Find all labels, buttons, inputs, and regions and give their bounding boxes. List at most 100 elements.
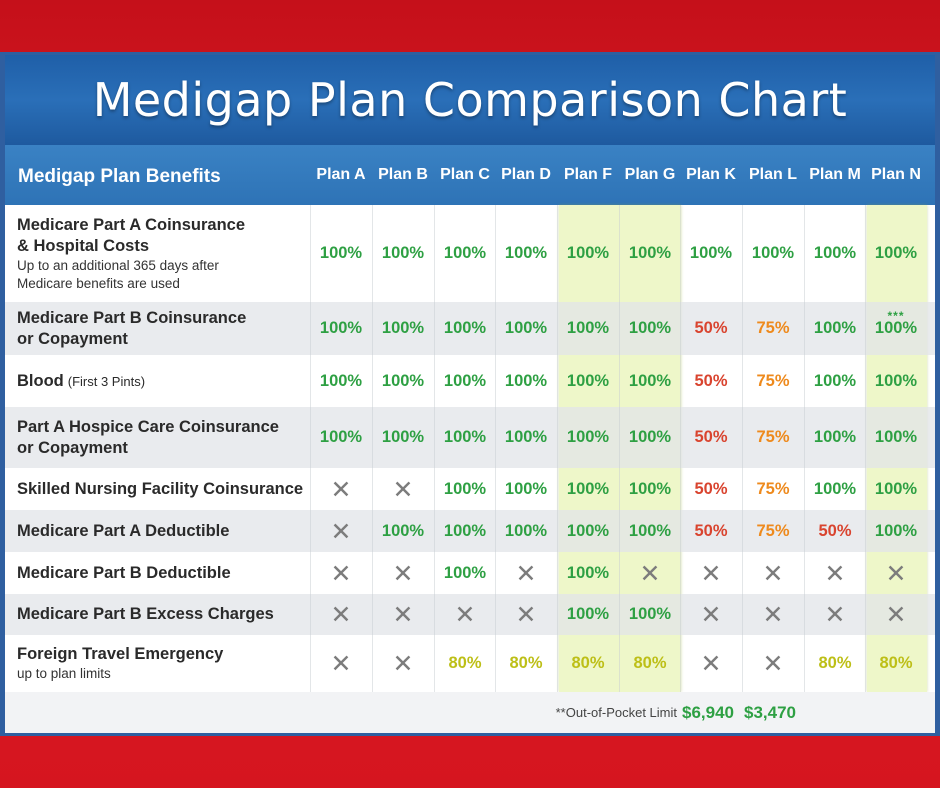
coverage-percent: 100% [566,479,610,498]
coverage-value: 100% [495,205,557,302]
coverage-percent: 80% [633,654,667,672]
table-row: Medicare Part B Coinsurance or Copayment 1… [5,302,935,355]
coverage-percent: 100% [628,428,672,446]
coverage-percent: 100% [443,371,487,390]
plan-header-plan-a: Plan A [316,166,366,183]
benefit-label: Medicare Part B Excess Charges [17,594,274,635]
coverage-percent: 100% [443,563,487,582]
coverage-value: 50% [680,407,742,468]
coverage-value: 100% [434,355,496,407]
benefit-label: Part A Hospice Care Coinsurance or Copaym… [17,407,279,468]
footnote-asterisks: *** [887,309,905,323]
table-row: Medicare Part B Deductible ✕ ✕ 100% ✕ 100% ✕ ✕ ✕… [5,552,935,594]
coverage-percent: 80% [448,654,482,672]
coverage-value: 75% [742,407,804,468]
coverage-value: 100% [495,468,557,510]
out-of-pocket-label: **Out-of-Pocket Limit [555,705,677,720]
x-mark-icon: ✕ [762,600,784,629]
x-mark-icon: ✕ [515,600,537,629]
coverage-value: 100% [310,302,372,355]
table-header: Medigap Plan Benefits Plan A Plan B Plan C… [5,145,935,205]
coverage-value: 100% [434,552,496,594]
coverage-value: 100% [495,510,557,552]
coverage-percent: 100% [504,244,548,262]
table-row: Medicare Part B Excess Charges ✕ ✕ ✕ ✕ 100% 10… [5,594,935,635]
benefit-label: Medicare Part B Coinsurance or Copayment [17,302,246,355]
plan-l-out-of-pocket: $3,470 [744,703,796,722]
plan-header-plan-c: Plan C [440,166,490,183]
x-mark-icon: ✕ [454,600,476,629]
benefit-name-line2: & Hospital Costs [17,236,150,255]
x-mark-icon: ✕ [392,649,414,678]
x-mark-icon: ✕ [762,649,784,678]
coverage-percent: 100% [813,319,857,337]
coverage-value: 100% [495,302,557,355]
chart-card: Medigap Plan Comparison Chart Medigap Pl… [5,55,935,733]
coverage-value: 75% [742,468,804,510]
x-mark-icon: ✕ [330,600,352,629]
coverage-value: 80% [865,635,927,692]
table-row: Medicare Part A Deductible ✕ 100% 100% 100% 1… [5,510,935,552]
x-mark-icon: ✕ [330,516,352,546]
chart-frame: Medigap Plan Comparison Chart Medigap Pl… [0,52,940,736]
x-mark-icon: ✕ [700,649,722,678]
coverage-value: 100% [804,468,866,510]
coverage-value: 100% [372,205,434,302]
coverage-value: 100% [434,468,496,510]
plan-header-plan-g: Plan G [624,166,676,183]
coverage-percent: 100% [813,428,857,446]
coverage-percent: 80% [879,654,913,672]
coverage-value: 100% [619,594,681,635]
coverage-percent: 100% [381,244,425,262]
table-row: Part A Hospice Care Coinsurance or Copaym… [5,407,935,468]
table-footer: **Out-of-Pocket Limit $6,940 $3,470 [5,692,935,733]
coverage-value: 100% [310,407,372,468]
coverage-value: 100% [372,302,434,355]
x-mark-icon: ✕ [885,558,907,588]
coverage-percent: 100% [381,371,425,390]
coverage-value: 100% [557,468,619,510]
coverage-percent: 50% [818,521,852,540]
coverage-percent: 100% [443,479,487,498]
coverage-value: 100% [804,355,866,407]
coverage-percent: 100% [751,244,795,262]
coverage-percent: 100% [566,244,610,262]
x-mark-icon: ✕ [824,558,846,588]
benefit-note: (First 3 Pints) [67,373,146,389]
coverage-percent: 100% [319,319,363,337]
coverage-percent: 75% [756,479,790,498]
coverage-value: 50% [680,302,742,355]
column-divider [434,205,435,692]
coverage-percent: 50% [694,371,728,390]
plan-header-plan-f: Plan F [563,166,612,183]
coverage-percent: 100% [874,428,918,446]
x-mark-icon: ✕ [885,600,907,629]
column-divider [680,205,681,692]
coverage-percent: 100% [813,371,857,390]
benefit-name: Skilled Nursing Facility Coinsurance [17,479,304,498]
coverage-percent: 50% [694,479,728,498]
benefit-name: Medicare Part A Deductible [17,521,230,540]
x-mark-icon: ✕ [392,600,414,629]
x-mark-icon: ✕ [392,558,414,588]
coverage-percent: 100% [874,521,918,540]
coverage-percent: 100% [874,244,918,262]
x-mark-icon: ✕ [700,600,722,629]
column-divider [804,205,805,692]
coverage-value: 100% *** [865,302,927,355]
table-row: Foreign Travel Emergency up to plan limit… [5,635,935,692]
x-mark-icon: ✕ [392,474,414,504]
coverage-percent: 100% [566,319,610,337]
coverage-value: 100% [619,355,681,407]
coverage-value: 100% [557,205,619,302]
coverage-value: 100% [619,407,681,468]
coverage-value: 100% [372,407,434,468]
coverage-percent: 100% [628,244,672,262]
coverage-percent: 100% [874,319,918,337]
coverage-value: 100% [619,302,681,355]
coverage-value: 75% [742,302,804,355]
plan-header-plan-k: Plan K [686,166,736,183]
coverage-value: 50% [680,355,742,407]
coverage-value: 100% [680,205,742,302]
coverage-percent: 100% [504,428,548,446]
